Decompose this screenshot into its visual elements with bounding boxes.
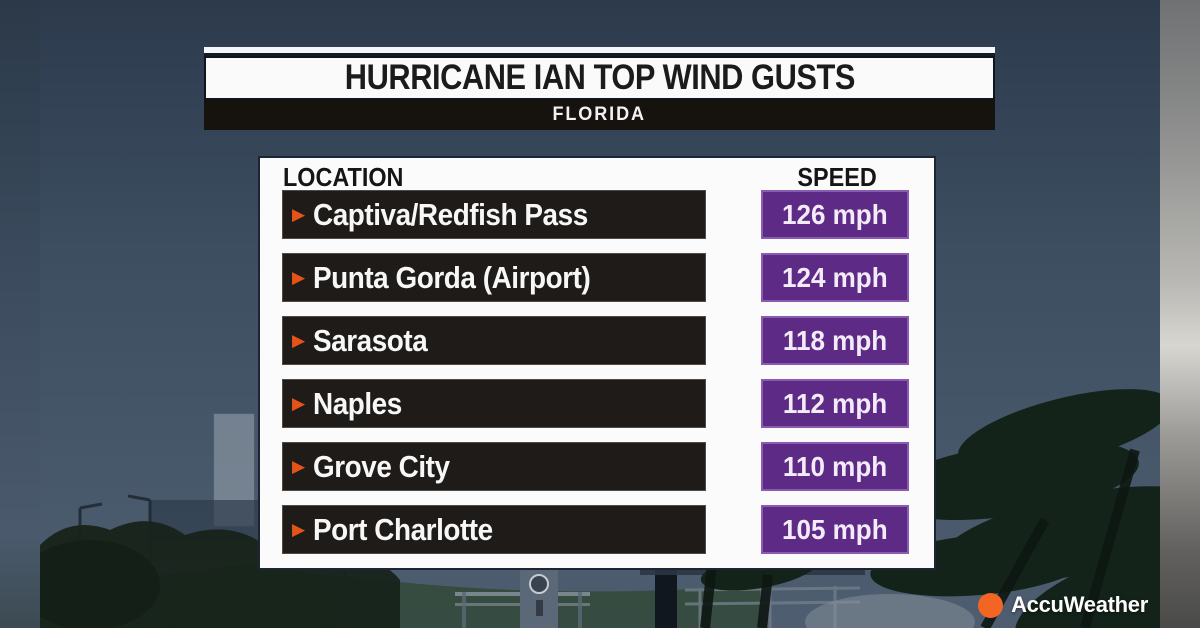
location-bar: ▶ Captiva/Redfish Pass — [282, 190, 706, 239]
table-row: ▶ Sarasota 118 mph — [282, 316, 909, 365]
wind-gust-table: LOCATION SPEED ▶ Captiva/Redfish Pass 12… — [258, 156, 936, 570]
speed-value: 110 mph — [782, 450, 888, 482]
page-title: HURRICANE IAN TOP WIND GUSTS — [344, 58, 855, 97]
accuweather-logo-text: AccuWeather — [1011, 592, 1148, 617]
table-row: ▶ Captiva/Redfish Pass 126 mph — [282, 190, 909, 239]
table-row: ▶ Port Charlotte 105 mph — [282, 505, 909, 554]
location-label: Sarasota — [313, 322, 428, 358]
speed-value: 118 mph — [782, 324, 888, 356]
location-label: Naples — [313, 385, 402, 421]
speed-value: 124 mph — [782, 261, 888, 293]
accuweather-logo: AccuWeather — [978, 592, 1148, 618]
location-bar: ▶ Port Charlotte — [282, 505, 706, 554]
location-label: Port Charlotte — [313, 511, 493, 547]
speed-badge: 112 mph — [761, 379, 909, 428]
location-bar: ▶ Sarasota — [282, 316, 706, 365]
location-bar: ▶ Grove City — [282, 442, 706, 491]
arrow-marker-icon: ▶ — [292, 268, 306, 287]
speed-value: 126 mph — [782, 198, 888, 230]
title-bar: HURRICANE IAN TOP WIND GUSTS — [204, 56, 995, 100]
location-label: Captiva/Redfish Pass — [313, 196, 588, 232]
table-row: ▶ Grove City 110 mph — [282, 442, 909, 491]
speed-badge: 124 mph — [761, 253, 909, 302]
table-row: ▶ Naples 112 mph — [282, 379, 909, 428]
speed-value: 112 mph — [782, 387, 888, 419]
header-accent-stripe — [204, 47, 995, 56]
arrow-marker-icon: ▶ — [292, 394, 306, 413]
speed-badge: 118 mph — [761, 316, 909, 365]
table-row: ▶ Punta Gorda (Airport) 124 mph — [282, 253, 909, 302]
column-header-location: LOCATION — [283, 162, 404, 192]
speed-badge: 110 mph — [761, 442, 909, 491]
speed-value: 105 mph — [782, 513, 888, 545]
column-header-speed: SPEED — [797, 162, 877, 192]
arrow-marker-icon: ▶ — [292, 457, 306, 476]
speed-badge: 126 mph — [761, 190, 909, 239]
location-label: Punta Gorda (Airport) — [313, 259, 591, 295]
speed-badge: 105 mph — [761, 505, 909, 554]
accuweather-sun-icon — [978, 592, 1004, 618]
arrow-marker-icon: ▶ — [292, 520, 306, 539]
arrow-marker-icon: ▶ — [292, 205, 306, 224]
arrow-marker-icon: ▶ — [292, 331, 306, 350]
location-bar: ▶ Naples — [282, 379, 706, 428]
table-rows: ▶ Captiva/Redfish Pass 126 mph ▶ Punta G… — [282, 190, 909, 554]
location-bar: ▶ Punta Gorda (Airport) — [282, 253, 706, 302]
subtitle-bar: FLORIDA — [204, 100, 995, 130]
subtitle: FLORIDA — [552, 104, 647, 125]
location-label: Grove City — [313, 448, 450, 484]
